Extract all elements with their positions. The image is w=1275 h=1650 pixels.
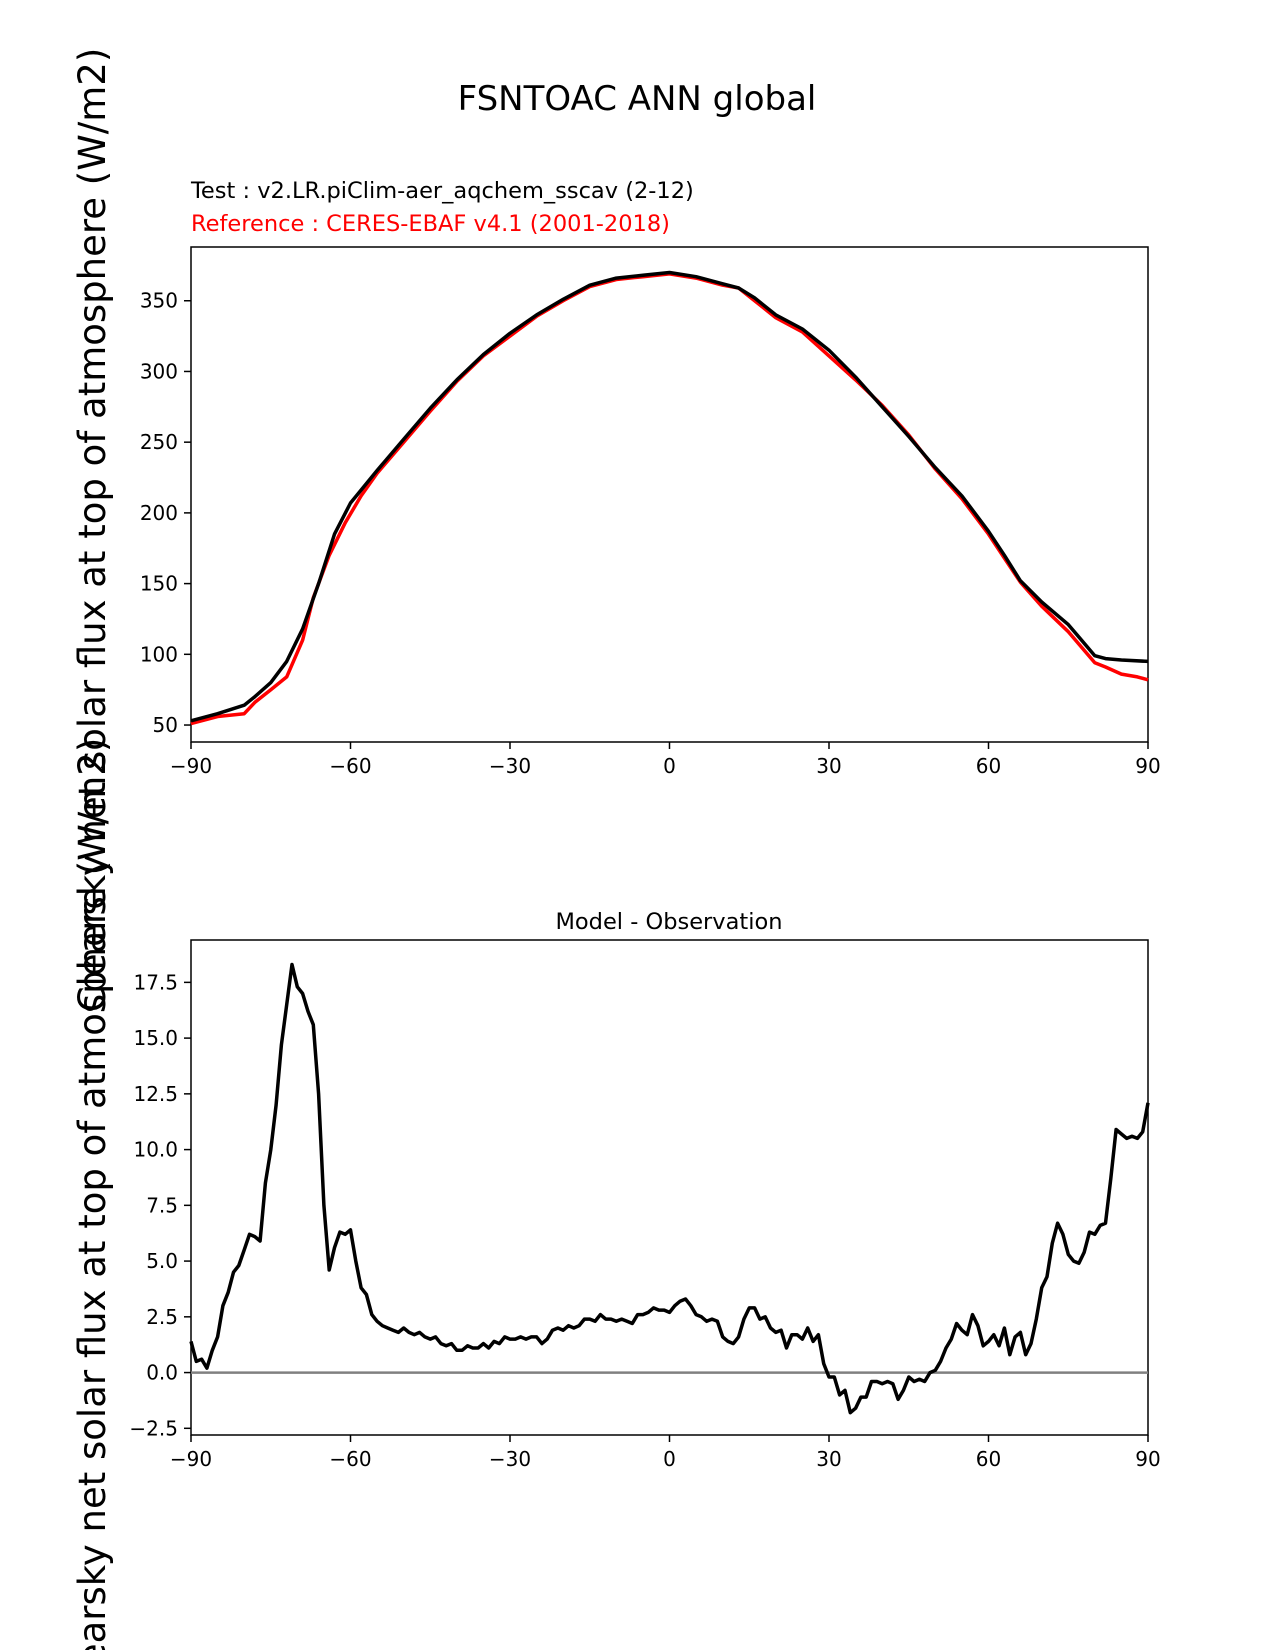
xtick-label: 0 — [663, 754, 676, 778]
reference-label: Reference : CERES-EBAF v4.1 (2001-2018) — [191, 211, 670, 237]
ytick-label: 200 — [140, 501, 178, 525]
bottom-plot: −90 −60 −30 0 30 60 90 −2.5 0.0 2.5 5.0 7.5 10.0 12.5… — [129, 939, 1161, 1471]
top-plot-frame — [190, 246, 1149, 743]
test-label: Test : v2.LR.piClim-aer_aqchem_sscav (2-… — [190, 178, 694, 204]
xtick-label: −60 — [329, 1447, 371, 1471]
xtick-label: 90 — [1135, 1447, 1160, 1471]
xtick-label: −30 — [489, 754, 531, 778]
xtick-label: 90 — [1135, 754, 1160, 778]
ytick-label: −2.5 — [129, 1416, 178, 1440]
bottom-plot-frame — [190, 939, 1149, 1436]
xtick-label: 30 — [816, 1447, 841, 1471]
bottom-plot-title: Model - Observation — [556, 909, 783, 935]
ytick-label: 12.5 — [133, 1082, 178, 1106]
ytick-label: 100 — [140, 642, 178, 666]
ytick-label: 10.0 — [133, 1138, 178, 1162]
ytick-label: 17.5 — [133, 970, 178, 994]
xtick-label: −30 — [489, 1447, 531, 1471]
ytick-label: 0.0 — [146, 1361, 178, 1385]
difference-series-line — [189, 962, 1150, 1415]
ytick-label: 5.0 — [146, 1249, 178, 1273]
xtick-label: −90 — [170, 754, 212, 778]
ytick-label: 15.0 — [133, 1026, 178, 1050]
xtick-label: −90 — [170, 1447, 212, 1471]
ytick-label: 2.5 — [146, 1305, 178, 1329]
xtick-label: 60 — [976, 1447, 1001, 1471]
figure-title: FSNTOAC ANN global — [458, 79, 817, 119]
xtick-label: 30 — [816, 754, 841, 778]
test-series-line — [190, 270, 1149, 723]
top-plot: −90 −60 −30 0 30 60 90 50 100 150 200 250 300 350 — [140, 246, 1161, 778]
ytick-label: 250 — [140, 430, 178, 454]
xtick-label: 0 — [663, 1447, 676, 1471]
ytick-label: 350 — [140, 289, 178, 313]
xtick-label: −60 — [329, 754, 371, 778]
xtick-label: 60 — [976, 754, 1001, 778]
ytick-label: 7.5 — [146, 1193, 178, 1217]
ytick-label: 300 — [140, 359, 178, 383]
top-ylabel: Clearsky net solar flux at top of atmosp… — [71, 48, 114, 1013]
bottom-ylabel: Clearsky net solar flux at top of atmosp… — [71, 738, 114, 1650]
reference-series-line — [190, 272, 1149, 726]
ytick-label: 50 — [153, 713, 178, 737]
ytick-label: 150 — [140, 572, 178, 596]
